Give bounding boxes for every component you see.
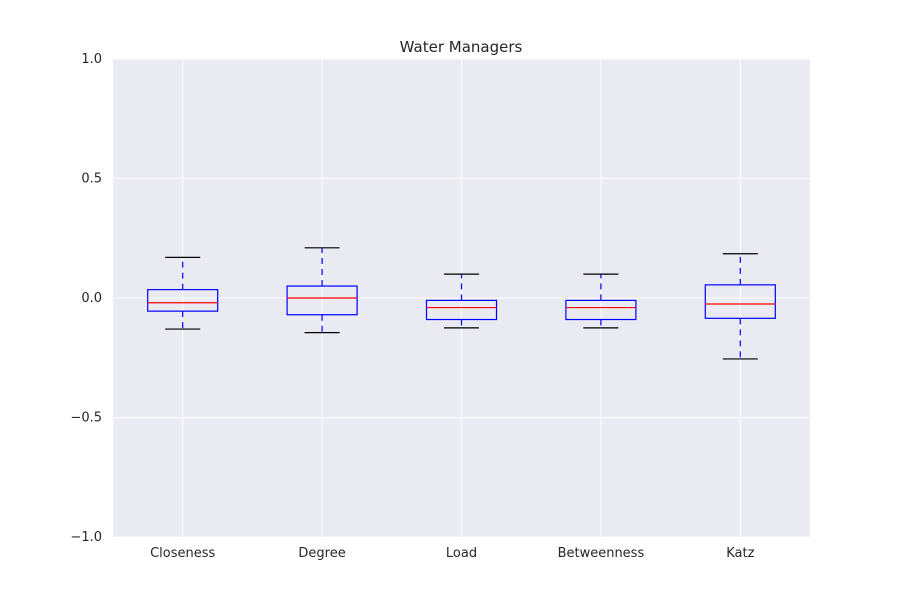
box-katz <box>704 253 776 360</box>
y-tick-label-3: −0.5 <box>70 411 102 426</box>
y-tick-labels: 1.0 0.5 0.0 −0.5 −1.0 <box>70 52 102 545</box>
x-tick-labels: Closeness Degree Load Betweenness Katz <box>150 546 754 561</box>
x-tick-label-3: Betweenness <box>558 546 645 561</box>
iqr-box <box>286 285 358 316</box>
box-closeness <box>147 256 219 330</box>
box-degree <box>286 247 358 334</box>
y-tick-label-2: 0.0 <box>81 291 102 306</box>
x-tick-label-0: Closeness <box>150 546 215 561</box>
y-tick-label-1: 0.5 <box>81 172 102 187</box>
x-tick-label-1: Degree <box>298 546 345 561</box>
iqr-box <box>425 299 498 321</box>
iqr-box <box>704 284 776 319</box>
chart-title: Water Managers <box>400 38 523 56</box>
y-tick-label-4: −1.0 <box>70 530 102 545</box>
x-tick-label-4: Katz <box>726 546 754 561</box>
boxes-layer <box>147 247 776 360</box>
box-betweenness <box>565 273 637 329</box>
iqr-box <box>147 289 219 312</box>
y-tick-label-0: 1.0 <box>81 52 102 67</box>
iqr-box <box>565 299 637 321</box>
box-load <box>425 273 498 329</box>
x-tick-label-2: Load <box>446 546 477 561</box>
